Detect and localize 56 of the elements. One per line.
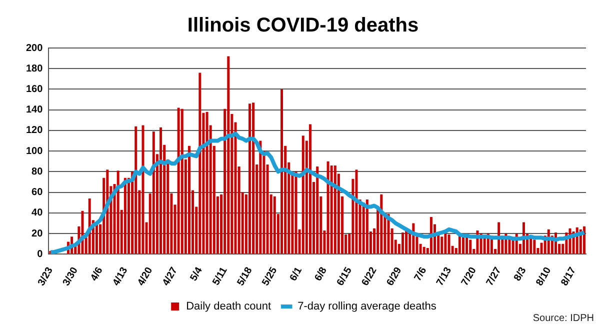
y-tick-label: 0 <box>37 248 44 260</box>
bar <box>402 232 404 254</box>
bar <box>380 194 383 254</box>
y-tick-label: 20 <box>32 228 44 240</box>
y-tick-label: 180 <box>26 63 44 74</box>
bar <box>95 224 98 254</box>
bar <box>134 126 138 254</box>
bar <box>248 104 251 254</box>
bar <box>326 161 330 254</box>
bar <box>252 102 255 254</box>
bar <box>280 89 284 254</box>
x-tick-label: 5/4 <box>188 265 206 284</box>
y-tick-label: 40 <box>32 208 44 219</box>
bar <box>362 202 365 254</box>
bar <box>302 136 304 254</box>
bar <box>259 140 262 254</box>
x-tick-label: 7/6 <box>412 265 430 284</box>
y-tick-label: 80 <box>32 166 44 178</box>
bar <box>177 108 180 254</box>
bar <box>533 240 536 254</box>
legend-label: 7-day rolling average deaths <box>298 300 437 313</box>
bar <box>124 178 126 254</box>
y-tick-label: 120 <box>26 125 44 136</box>
x-tick-label: 6/8 <box>312 265 330 284</box>
bar <box>180 108 184 254</box>
bar <box>366 200 368 254</box>
bar <box>355 170 358 254</box>
bar <box>116 170 120 254</box>
bar <box>152 131 155 254</box>
bar <box>227 56 230 254</box>
bar <box>142 125 144 254</box>
bar <box>188 146 190 254</box>
bar <box>160 127 162 254</box>
bar <box>273 196 276 254</box>
bar <box>308 124 312 254</box>
bar <box>294 172 298 254</box>
y-tick-label: 200 <box>26 42 44 54</box>
x-tick-label: 6/1 <box>288 265 305 284</box>
y-tick-label: 160 <box>26 84 44 95</box>
bar <box>334 166 336 254</box>
source-note: Source: IDPH <box>532 312 594 324</box>
legend-label: Daily death count <box>186 300 272 313</box>
bar <box>469 240 472 254</box>
chart-title: Illinois COVID-19 deaths <box>187 14 419 37</box>
x-tick-label: 8/3 <box>512 265 529 284</box>
y-tick-label: 140 <box>26 104 44 116</box>
y-tick-label: 60 <box>32 187 44 198</box>
bar <box>582 226 586 254</box>
bar <box>316 166 319 254</box>
x-tick-label: 4/6 <box>88 265 106 284</box>
bar <box>440 236 444 254</box>
bar <box>330 166 333 254</box>
y-tick-label: 100 <box>26 146 44 157</box>
bar <box>198 72 202 254</box>
bar <box>206 112 208 254</box>
bar <box>422 246 426 254</box>
